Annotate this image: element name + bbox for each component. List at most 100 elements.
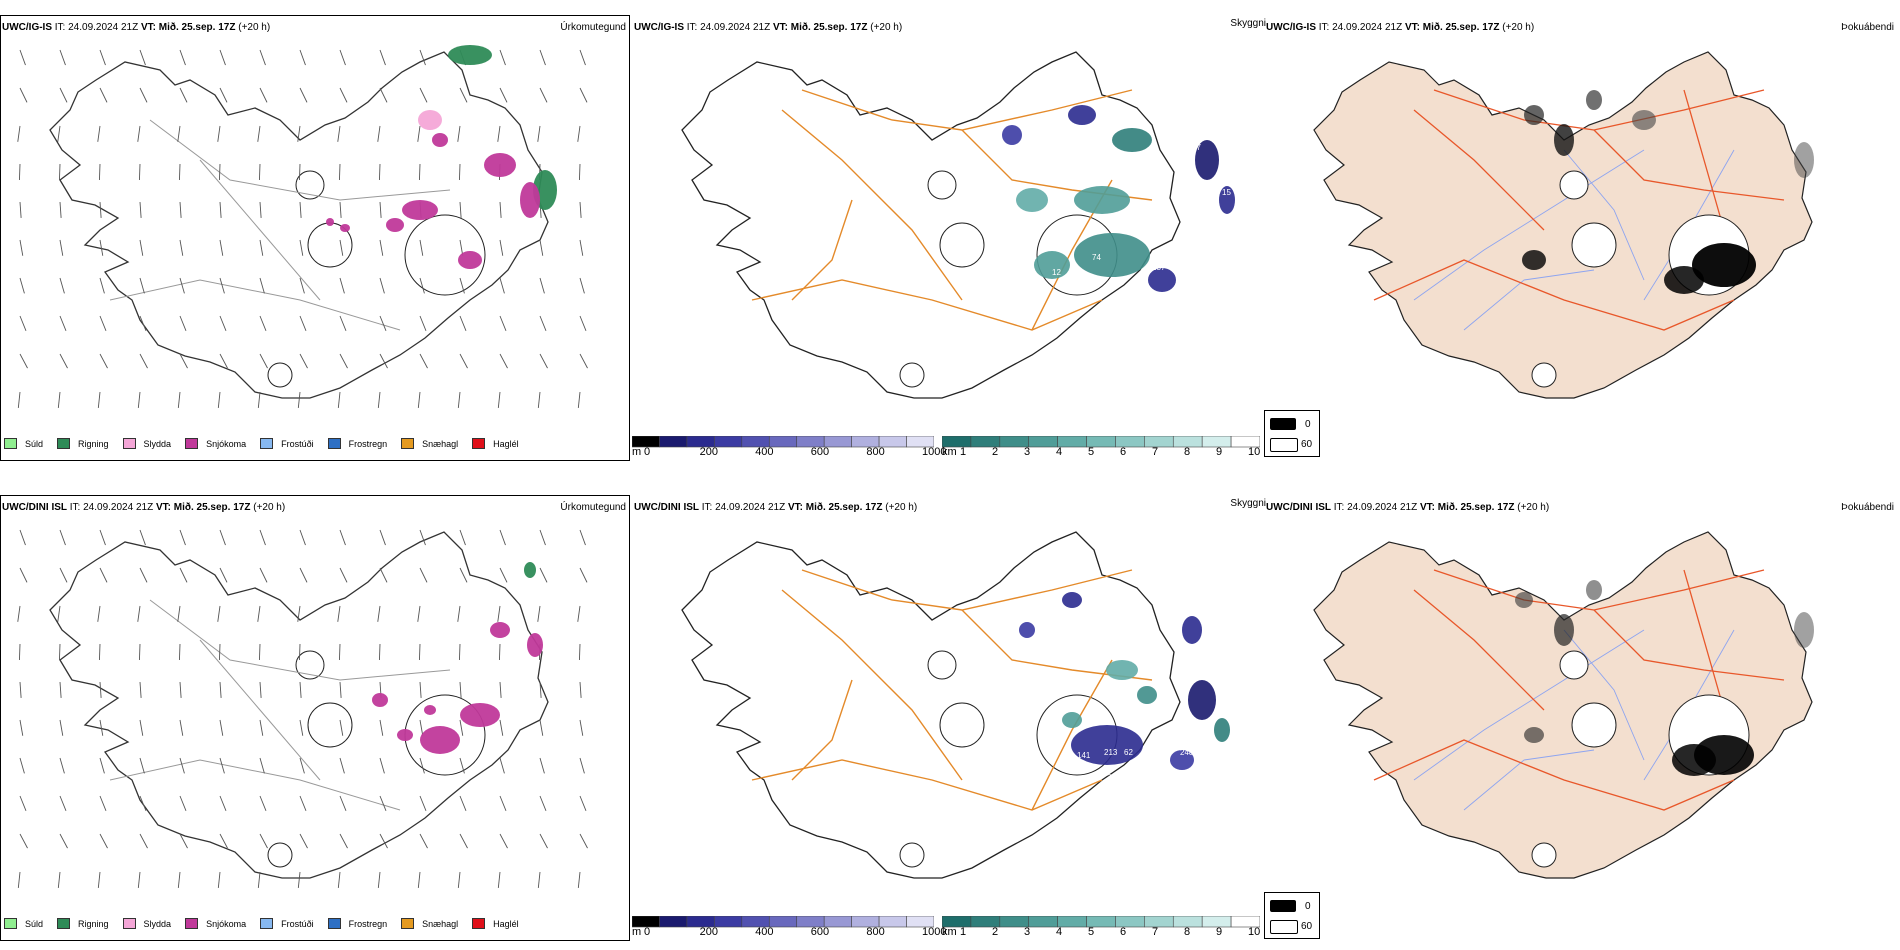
panel-header: UWC/DINI ISL IT: 24.09.2024 21Z VT: Mið.… [1266,502,1549,513]
wind-barb [19,315,27,332]
map-number: 15 [1222,188,1231,197]
panel-header: UWC/IG-IS IT: 24.09.2024 21Z VT: Mið. 25… [634,22,902,33]
legend-item: Snjókoma [185,918,246,929]
colorbar-tick: 4 [1056,926,1063,938]
wind-barb [17,391,21,408]
wind-barb [139,529,146,546]
wind-barb [497,871,501,888]
wind-barb [179,239,184,256]
wind-barb [99,49,106,66]
wind-barb [379,757,385,774]
wind-barb [459,315,467,332]
wind-barb [18,643,21,661]
wind-barb [539,315,547,332]
wind-barb [339,277,345,294]
precip-type-panel: UWC/IG-IS IT: 24.09.2024 21Z VT: Mið. 25… [0,0,632,470]
wind-barb [499,201,502,218]
wind-barb [539,529,546,546]
glacier-outline [1559,170,1589,200]
wind-barb [99,567,108,583]
wind-barb [379,315,387,332]
wind-barb [579,757,585,774]
wind-barb [539,49,546,66]
wind-barb [59,49,66,66]
wind-barb [377,125,381,142]
wind-barb [579,49,586,66]
wind-barb [259,49,266,66]
wind-barb [457,605,461,622]
wind-barb [419,315,427,332]
wind-barb [459,719,464,736]
colorbar-tick: 3 [1024,446,1031,458]
colorbar-tick: 4 [1056,446,1063,458]
precip-areas [326,45,557,269]
glacier-outline [1571,222,1617,268]
wind-barb [539,239,544,256]
wind-barb [19,49,26,66]
colorbar-tick: 1 [960,926,967,938]
wind-barb [57,391,61,408]
panel-frame [0,15,630,461]
wind-barb [179,315,187,332]
wind-barb [379,795,387,812]
fog-panel: UWC/IG-IS IT: 24.09.2024 21Z VT: Mið. 25… [1264,0,1900,470]
wind-barb [259,757,265,774]
wind-barb [299,529,306,546]
map-number: 213 [1104,748,1118,757]
wind-barb [179,277,185,294]
wind-barb [59,833,68,849]
wind-barb [337,605,341,622]
road-line [199,639,321,781]
wind-barb [139,719,144,736]
fog-high-swatch [1270,900,1296,912]
colorbar-tick: 10 [1248,926,1261,938]
legend-item: Frostregn [327,918,387,929]
visibility-area [1195,140,1219,180]
vt-value: Mið. 25.sep. 17Z [173,502,251,513]
fog-map [1313,531,1814,879]
wind-barb [499,681,502,698]
wind-barb [99,719,104,736]
wind-barb [219,87,228,103]
fog-area [1794,612,1814,648]
wind-barb [59,757,65,774]
wind-barb [97,391,101,408]
wind-barb [379,49,386,66]
wind-barb [577,125,581,142]
fog-low-label: 60 [1301,439,1313,450]
legend-swatch [57,438,71,449]
wind-barb [337,871,341,888]
wind-barb [539,757,545,774]
precip-area [520,182,540,218]
wind-barb [377,605,381,622]
wind-barb [258,643,261,661]
wind-barb [17,871,21,888]
legend-swatch [57,918,71,929]
legend-item: Slydda [122,438,171,449]
wind-barb [537,871,541,888]
wind-barb [259,795,267,812]
wind-barb [299,315,307,332]
wind-barb [179,719,184,736]
wind-barb [219,315,227,332]
wind-barb [259,201,262,218]
it-label: IT: [701,502,713,513]
vt-label: VT: [772,22,788,33]
fog-areas [1522,90,1814,294]
precip-area [418,110,442,130]
wind-barb [579,795,587,812]
visibility-area [1068,105,1096,125]
glacier-outline [307,702,353,748]
model-name: UWC/IG-IS [634,22,684,33]
wind-barb [339,239,344,256]
wind-barb [259,719,264,736]
road-line [1593,609,1785,681]
road-line [1683,89,1725,231]
wind-barb [257,871,261,888]
cloud-height-swatches [631,435,935,448]
precip-map [17,45,588,408]
wind-barb [57,125,61,142]
iceland-basemap [681,51,1181,399]
wind-barb [339,567,348,583]
wind-barb [419,353,428,369]
